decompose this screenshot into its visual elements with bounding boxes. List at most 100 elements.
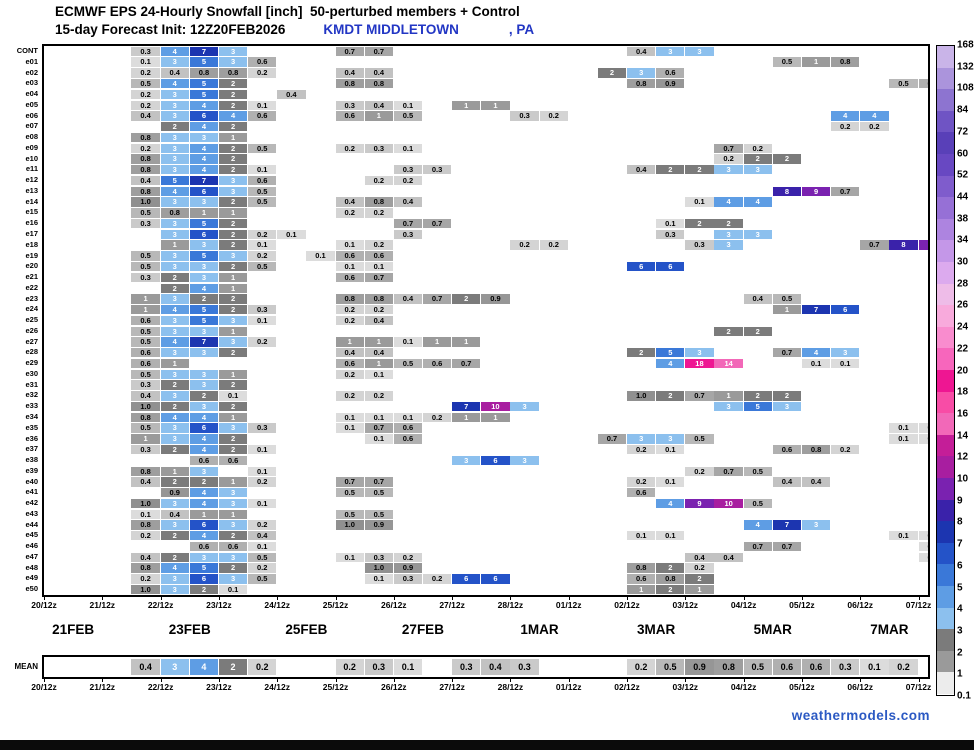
snowfall-cell: 0.1	[364, 412, 393, 423]
member-label: e15	[25, 207, 38, 217]
mean-cell: 0.5	[656, 659, 685, 675]
snowfall-cell: 5	[160, 175, 189, 186]
snowfall-cell: 6	[189, 229, 219, 240]
colorbar-tick-label: 3	[957, 625, 963, 637]
colorbar-tick-label: 8	[957, 516, 963, 528]
mean-cell: 0.5	[743, 659, 772, 675]
colorbar-tick-label: 44	[957, 191, 969, 203]
colorbar-tick-label: 38	[957, 213, 969, 225]
snowfall-cell: 4	[189, 100, 219, 110]
snowfall-cell: 3	[189, 401, 219, 412]
snowfall-cell: 1	[218, 283, 248, 293]
snowfall-cell: 0.3	[393, 229, 423, 240]
snowfall-cell: 0.4	[335, 68, 364, 78]
member-label: e25	[25, 315, 38, 325]
snowfall-cell: 0.7	[714, 143, 743, 153]
member-label: e43	[25, 508, 38, 518]
colorbar-tick-label: 18	[957, 386, 969, 398]
mean-cell: 0.6	[772, 659, 802, 675]
time-tick-label: 23/12z	[206, 600, 232, 610]
mean-cell: 0.2	[627, 659, 656, 675]
snowfall-cell: 14	[714, 358, 743, 369]
snowfall-cell: 0.4	[131, 111, 160, 121]
colorbar-segment	[937, 89, 954, 112]
snowfall-cell: 2	[218, 401, 248, 412]
snowfall-cell: 6	[481, 455, 510, 466]
snowfall-cell: 0.1	[248, 165, 277, 175]
colorbar-tick-label: 2	[957, 647, 963, 659]
mean-cell: 2	[218, 659, 248, 675]
time-tick-label: 06/12z	[847, 682, 873, 692]
snowfall-cell: 2	[452, 294, 481, 304]
snowfall-cell: 3	[160, 89, 189, 100]
watermark-link[interactable]: weathermodels.com	[791, 708, 930, 723]
colorbar-tick-label: 132	[957, 61, 974, 73]
snowfall-cell: 3	[189, 261, 219, 272]
snowfall-cell: 7	[189, 46, 219, 57]
snowfall-cell: 3	[160, 498, 189, 509]
tick-mark	[568, 596, 570, 600]
snowfall-cell: 0.7	[860, 240, 889, 250]
snowfall-cell: 0.8	[131, 132, 160, 143]
tick-mark	[277, 678, 279, 682]
snowfall-cell: 2	[160, 552, 189, 562]
time-tick-label: 28/12z	[497, 600, 524, 610]
time-tick-label: 06/12z	[847, 600, 873, 610]
snowfall-cell: 3	[160, 143, 189, 153]
colorbar-tick-label: 30	[957, 256, 969, 268]
snowfall-cell: 0.8	[131, 412, 160, 423]
snowfall-cell: 0.1	[364, 369, 393, 379]
tick-mark	[510, 596, 512, 600]
snowfall-cell: 2	[627, 348, 656, 358]
snowfall-cell: 0.7	[364, 272, 393, 283]
snowfall-cell: 0.8	[364, 294, 393, 304]
snowfall-cell: 0.2	[539, 240, 568, 250]
snowfall-cell: 3	[160, 520, 189, 530]
member-label: e02	[25, 67, 38, 77]
time-tick-label: 03/12z	[672, 682, 699, 692]
snowfall-cell: 5	[189, 315, 219, 326]
snowfall-cell: 0.2	[131, 143, 160, 153]
snowfall-cell: 0.3	[364, 552, 393, 562]
snowfall-cell: 2	[160, 283, 189, 293]
snowfall-cell: 0.3	[656, 229, 685, 240]
snowfall-cell: 0.4	[364, 348, 393, 358]
mean-cell: 4	[189, 659, 219, 675]
snowfall-cell: 2	[685, 165, 714, 175]
snowfall-cell: 0.2	[831, 444, 860, 455]
snowfall-cell: 0.1	[627, 531, 656, 541]
snowfall-cell: 0.1	[335, 412, 364, 423]
snowfall-cell: 0.6	[918, 78, 928, 89]
colorbar-segment	[937, 240, 954, 263]
snowfall-cell: 1	[801, 57, 831, 67]
snowfall-cell: 3	[218, 552, 248, 562]
snowfall-cell: 0.2	[743, 143, 772, 153]
time-tick-label: 24/12z	[264, 682, 290, 692]
snowfall-cell: 3	[714, 401, 743, 412]
snowfall-cell: 0.7	[743, 541, 772, 552]
time-tick-label: 03/12z	[672, 600, 699, 610]
snowfall-cell: 2	[160, 401, 189, 412]
snowfall-cell: 2	[189, 477, 219, 487]
snowfall-cell: 4	[656, 498, 685, 509]
time-tick-label: 22/12z	[147, 682, 174, 692]
snowfall-cell: 4	[714, 197, 743, 207]
snowfall-cell: 1	[364, 337, 393, 347]
mean-cell: 0.6	[801, 659, 831, 675]
snowfall-cell: 0.3	[248, 423, 277, 433]
snowfall-cell: 3	[160, 100, 189, 110]
colorbar-segment	[937, 326, 954, 349]
snowfall-cell: 0.2	[364, 240, 393, 250]
snowfall-cell: 0.5	[131, 78, 160, 89]
member-label: e36	[25, 433, 38, 443]
snowfall-cell: 1	[481, 100, 510, 110]
snowfall-cell: 0.7	[772, 348, 802, 358]
colorbar-segment	[937, 110, 954, 133]
colorbar-segment	[937, 348, 954, 371]
snowfall-cell: 0.1	[918, 552, 928, 562]
member-label: e14	[25, 196, 38, 206]
snowfall-cell: 0.7	[335, 46, 364, 57]
snowfall-cell: 0.6	[131, 315, 160, 326]
snowfall-cell: 3	[218, 315, 248, 326]
tick-mark	[335, 678, 337, 682]
